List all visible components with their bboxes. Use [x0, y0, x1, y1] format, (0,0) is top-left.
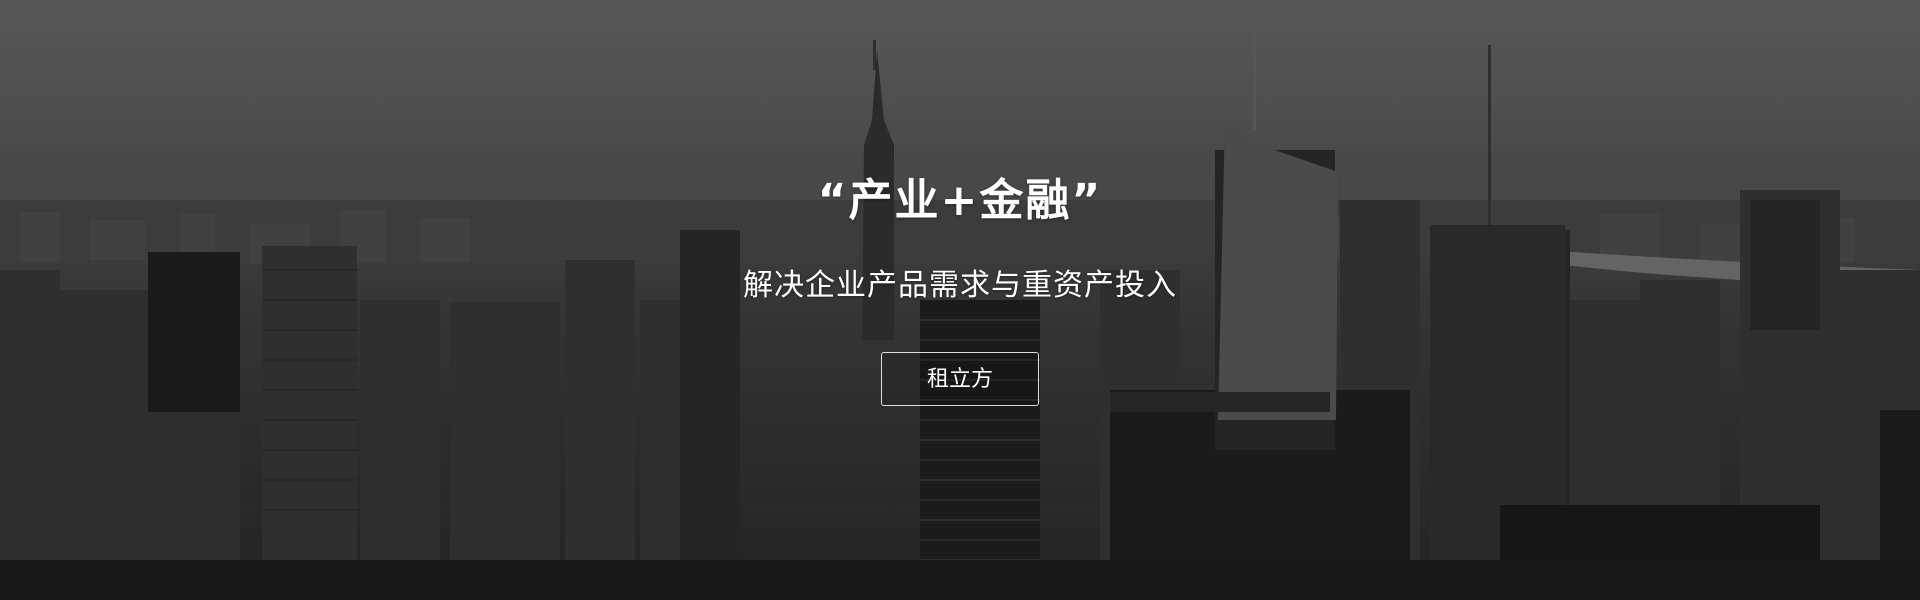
hero-content: “产业+金融” 解决企业产品需求与重资产投入 租立方	[0, 172, 1920, 406]
hero-title: “产业+金融”	[817, 175, 1103, 226]
cta-button[interactable]: 租立方	[881, 352, 1039, 406]
hero-subtitle: 解决企业产品需求与重资产投入	[743, 268, 1177, 303]
